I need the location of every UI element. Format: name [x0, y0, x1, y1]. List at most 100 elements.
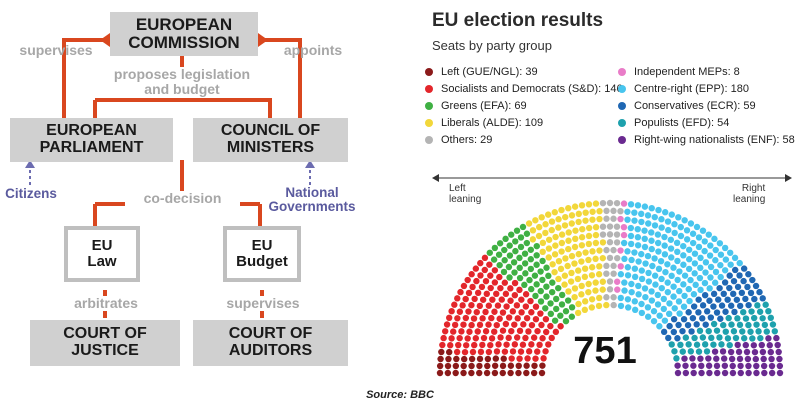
- legend-label: Liberals (ALDE): 109: [441, 117, 544, 129]
- seat-dot: [460, 362, 467, 370]
- seat-dot: [624, 272, 632, 279]
- seat-dot: [624, 296, 632, 303]
- seat-dot: [702, 321, 709, 328]
- seat-dot: [491, 369, 499, 377]
- seat-dot: [722, 256, 730, 263]
- seat-dot: [680, 242, 687, 250]
- seat-dot: [690, 303, 698, 310]
- seat-dot: [713, 309, 721, 316]
- seat-dot: [542, 229, 549, 237]
- seat-dot: [477, 348, 485, 356]
- seat-dot: [496, 315, 503, 322]
- seat-dot: [527, 256, 535, 263]
- seat-dot: [456, 308, 464, 315]
- seat-dot: [527, 246, 535, 253]
- seat-dot: [497, 284, 504, 292]
- seat-dot: [690, 369, 697, 377]
- seat-dot: [545, 245, 553, 252]
- seat-dot: [562, 308, 570, 315]
- seat-dot: [644, 313, 652, 320]
- seat-dot: [674, 257, 681, 265]
- seat-dot: [662, 209, 669, 216]
- seat-dot: [447, 342, 454, 349]
- seat-dot: [740, 308, 747, 316]
- seat-dot: [524, 355, 531, 362]
- seat-dot: [499, 369, 506, 377]
- seat-dot: [468, 321, 475, 329]
- seat-dot: [551, 268, 558, 276]
- seat-dot: [588, 272, 596, 279]
- seat-dot: [482, 308, 489, 316]
- legend-item-sd: Socialists and Democrats (S&D): 146: [425, 83, 623, 95]
- seat-dot: [578, 258, 585, 265]
- seat-dot: [558, 231, 566, 238]
- seat-dot: [581, 298, 589, 305]
- seat-dot: [698, 369, 705, 377]
- seat-dot: [641, 203, 649, 210]
- seat-dot: [603, 270, 610, 277]
- seat-dot: [679, 348, 686, 355]
- seat-dot: [484, 355, 492, 363]
- seat-dot: [514, 315, 521, 322]
- seat-dot: [737, 369, 744, 377]
- seat-dot: [651, 222, 659, 229]
- seat-dot: [592, 279, 599, 286]
- seat-dot: [657, 257, 665, 265]
- seat-dot: [482, 277, 490, 285]
- seat-dot: [731, 308, 738, 316]
- seat-dot: [525, 220, 533, 227]
- seat-dot: [727, 261, 734, 268]
- seat-dot: [750, 314, 758, 322]
- seat-dot: [743, 348, 751, 356]
- seat-dot: [596, 263, 603, 270]
- seat-dot: [453, 348, 461, 356]
- seat-dot: [617, 263, 624, 270]
- court-of-justice-box: COURT OF JUSTICE: [30, 320, 180, 366]
- seat-dot: [507, 369, 514, 377]
- arbitrates-label: arbitrates: [58, 295, 154, 312]
- seat-dot: [680, 303, 688, 310]
- council-of-ministers-box: COUNCIL OF MINISTERS: [193, 118, 348, 162]
- seat-dot: [528, 285, 535, 293]
- seat-dot: [490, 256, 498, 263]
- seat-dot: [498, 296, 505, 303]
- seat-dot: [722, 308, 729, 315]
- seat-dot: [548, 218, 556, 225]
- seat-dot: [617, 215, 624, 223]
- seat-dot: [742, 295, 749, 303]
- seat-dot: [729, 362, 736, 370]
- seat-dot: [690, 362, 697, 369]
- seat-dot: [654, 291, 662, 299]
- seat-dot: [668, 341, 675, 348]
- seat-dot: [572, 235, 579, 243]
- seat-dot: [571, 285, 579, 292]
- seat-dot: [565, 205, 572, 212]
- seat-dot: [491, 244, 499, 252]
- seat-dot: [555, 216, 562, 223]
- seat-dot: [603, 215, 610, 222]
- seat-dot: [617, 271, 625, 278]
- seat-dot: [491, 279, 499, 286]
- seat-dot: [731, 254, 739, 262]
- seat-dot: [713, 327, 721, 334]
- seat-dot: [651, 255, 658, 262]
- seat-dot: [748, 308, 755, 315]
- seat-dot: [596, 207, 603, 215]
- seat-dot: [448, 335, 455, 342]
- seat-dot: [620, 231, 628, 239]
- seat-dot: [724, 335, 732, 342]
- seat-dot: [771, 328, 778, 335]
- seat-dot: [437, 355, 444, 363]
- seat-dot: [599, 239, 607, 246]
- seat-dot: [545, 236, 553, 243]
- seat-dot: [638, 218, 645, 226]
- seat-dot: [456, 334, 463, 342]
- seat-dot: [542, 316, 550, 323]
- seat-dot: [478, 283, 486, 291]
- seat-dot: [532, 355, 539, 362]
- seat-dot: [734, 315, 741, 322]
- seat-dot: [529, 227, 537, 234]
- seat-dot: [624, 304, 632, 311]
- source-note: Source: BBC: [366, 389, 434, 401]
- seat-dot: [561, 281, 568, 288]
